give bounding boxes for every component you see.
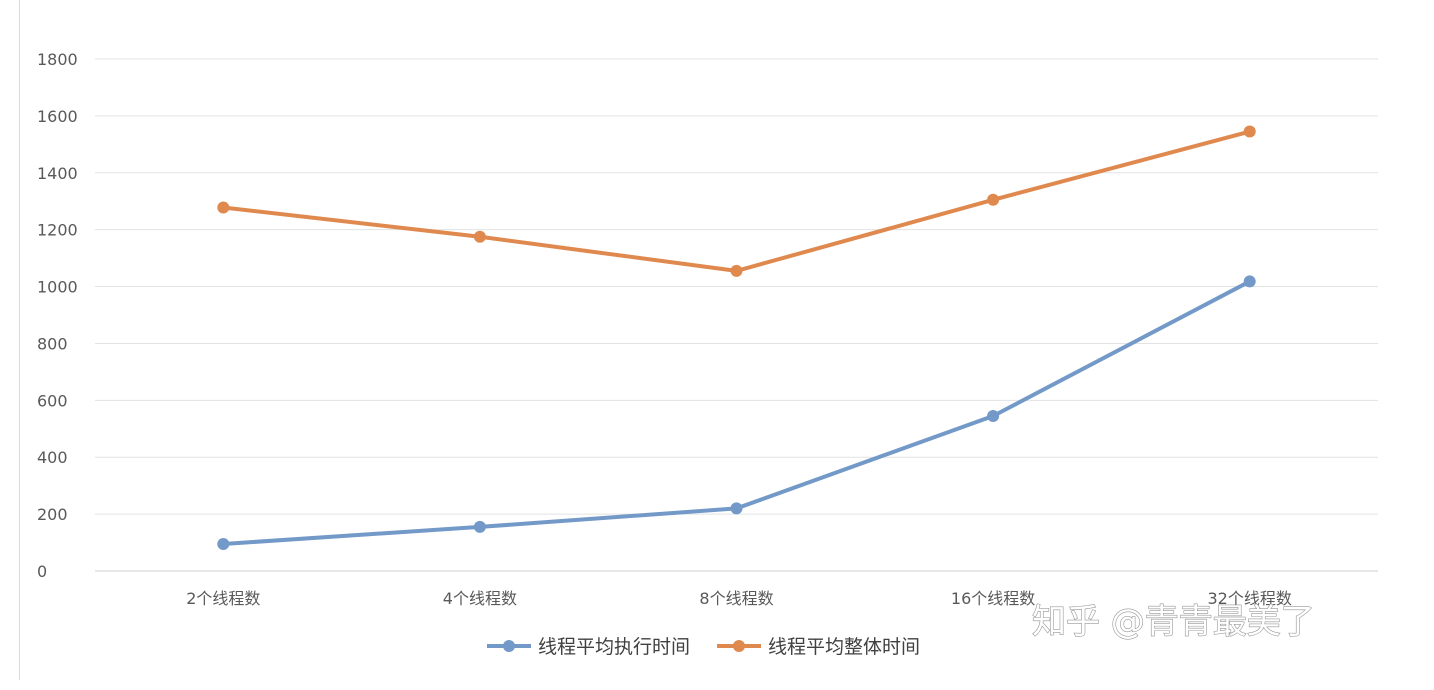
grid-lines [95,58,1378,572]
x-axis-tick-labels: 2个线程数 4个线程数 8个线程数 16个线程数 32个线程数 [186,589,1292,608]
y-tick-label: 1000 [37,278,78,297]
legend: 线程平均执行时间 线程平均整体时间 [487,636,920,658]
legend-swatch-marker [733,640,745,652]
data-point [987,193,1000,206]
y-axis-tick-labels: 0 200 400 600 800 1000 1200 1400 1600 1800 [37,50,78,581]
x-tick-label: 16个线程数 [951,589,1035,608]
data-point [987,409,1000,422]
x-tick-label: 8个线程数 [699,589,773,608]
legend-item: 线程平均整体时间 [717,636,920,658]
legend-swatch-marker [503,640,515,652]
y-tick-label: 1200 [37,221,78,240]
data-point [1243,125,1256,138]
y-tick-label: 200 [37,505,68,524]
frame-left-border [19,0,20,680]
y-tick-label: 1800 [37,50,78,69]
x-tick-label: 32个线程数 [1208,589,1292,608]
series-1 [217,275,1256,550]
series-lines [217,125,1256,550]
data-point [217,537,230,550]
data-point [730,264,743,277]
legend-label: 线程平均整体时间 [768,636,920,658]
x-tick-label: 4个线程数 [443,589,517,608]
data-point [730,502,743,515]
data-point [1243,275,1256,288]
y-tick-label: 1400 [37,164,78,183]
data-point [473,520,486,533]
watermark-text: 知乎 @青青最美了 [1032,602,1315,642]
y-tick-label: 0 [37,562,47,581]
series-line [221,129,1252,273]
y-tick-label: 800 [37,334,68,353]
legend-label: 线程平均执行时间 [538,636,690,658]
y-tick-label: 1600 [37,107,78,126]
legend-item: 线程平均执行时间 [487,636,690,658]
series-2 [217,125,1256,277]
y-tick-label: 400 [37,448,68,467]
x-tick-label: 2个线程数 [186,589,260,608]
data-point [473,230,486,243]
data-point [217,201,230,214]
y-tick-label: 600 [37,391,68,410]
